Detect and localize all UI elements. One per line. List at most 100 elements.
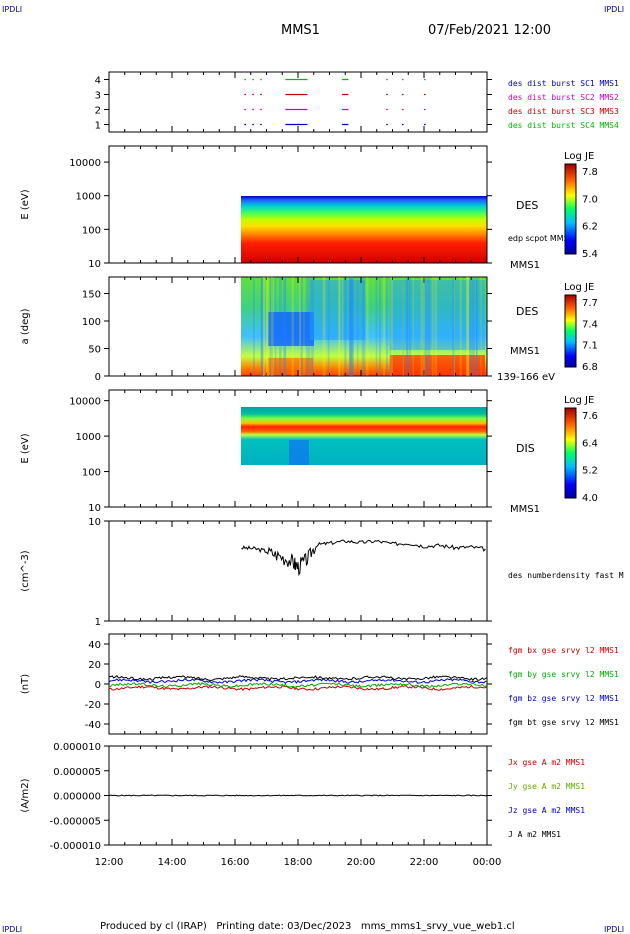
spectrogram-streak	[427, 277, 431, 376]
colorbar	[564, 294, 577, 368]
spectrogram-streak	[406, 277, 408, 376]
y-tick-label: -40	[85, 720, 101, 731]
spectrogram-streak	[434, 277, 438, 376]
spectrogram-streak	[366, 277, 369, 376]
legend-entry: des dist burst SC3 MMS3	[508, 107, 619, 116]
spectrogram-streak	[356, 277, 359, 376]
spectrogram-streak	[266, 277, 268, 376]
legend-entry: des dist burst SC2 MMS2	[508, 93, 619, 102]
y-tick-label: 0	[95, 680, 101, 691]
spectrogram-streak	[389, 277, 393, 376]
legend-entry: fgm bx gse srvy l2 MMS1	[508, 646, 619, 655]
spectrogram-streak	[274, 277, 277, 376]
spectrogram-streak	[265, 277, 269, 376]
density-series-line	[241, 539, 486, 577]
plot-datetime: 07/Feb/2021 12:00	[428, 23, 551, 38]
colorbar-tick-label: 4.0	[582, 493, 598, 504]
spacecraft-label: MMS1	[510, 260, 540, 271]
panel-frame	[108, 520, 488, 622]
spectrogram-streak	[378, 277, 381, 376]
corner-logo-top-left: IPDLI	[2, 5, 22, 14]
spectrogram-streak	[307, 277, 311, 376]
y-tick-label: 10	[88, 517, 101, 528]
y-tick-label: 40	[88, 640, 101, 651]
spectrogram-streak	[349, 277, 352, 376]
y-tick-label: 0	[95, 372, 101, 383]
spectrogram-streak	[420, 277, 423, 376]
y-tick-label: 100	[82, 468, 101, 479]
y-tick-label: 10	[88, 259, 101, 270]
legend-entry: Jz gse A m2 MMS1	[508, 806, 585, 815]
y-tick-label: 100	[82, 225, 101, 236]
spectrogram-streak	[459, 277, 462, 376]
x-tick-label: 20:00	[347, 857, 376, 868]
spectrogram-streak	[422, 277, 426, 376]
y-axis-label: (cm^-3)	[20, 550, 31, 591]
spectrogram-streak	[375, 277, 378, 376]
des-energy-spectrogram	[241, 196, 487, 263]
colorbar-tick-label: 6.4	[582, 438, 598, 449]
colorbar-tick-label: 5.2	[582, 466, 598, 477]
spectrogram-streak	[260, 277, 264, 376]
spectrogram-streak	[323, 277, 326, 376]
spectrogram-streak	[253, 277, 255, 376]
spectrogram-streak	[311, 277, 314, 376]
spectrogram-streak	[467, 277, 470, 376]
instrument-label: DIS	[516, 442, 535, 455]
spectrogram-streak	[412, 277, 414, 376]
field-series-line	[108, 675, 488, 681]
colorbar-tick-label: 6.8	[582, 362, 598, 373]
panel-frame	[108, 71, 488, 133]
field-series-line	[108, 681, 488, 688]
spectrogram-streak	[306, 277, 308, 376]
spectrogram-streak	[299, 277, 301, 376]
field-series-line	[108, 684, 488, 692]
spectrogram-streak	[303, 277, 305, 376]
spectrogram-streak	[465, 277, 469, 376]
spectrogram-streak	[322, 277, 325, 376]
y-tick-label: 4	[95, 76, 101, 87]
spectrogram-streak	[402, 277, 404, 376]
y-axis-label: E (eV)	[20, 433, 31, 463]
spectrogram-streak	[327, 277, 330, 376]
spectrogram-streak	[269, 277, 272, 376]
spectrogram-streak	[263, 277, 266, 376]
spectrogram-streak	[383, 277, 386, 376]
spectrogram-streak	[475, 277, 478, 376]
spectrogram-streak	[476, 277, 478, 376]
field-series-line	[108, 678, 488, 684]
y-tick-label: -0.000005	[50, 816, 101, 827]
y-tick-label: 0.000000	[53, 792, 101, 803]
y-tick-label: -20	[85, 700, 101, 711]
legend-entry: Jy gse A m2 MMS1	[508, 782, 585, 791]
y-tick-label: 0.000010	[53, 742, 101, 753]
legend-entry: Jx gse A m2 MMS1	[508, 758, 585, 767]
spectrogram-streak	[344, 277, 347, 376]
spectrogram-streak	[351, 277, 354, 376]
y-tick-label: 50	[88, 345, 101, 356]
colorbar-title: Log JE	[564, 282, 594, 293]
spectrogram-streak	[270, 277, 273, 376]
x-tick-label: 12:00	[95, 857, 124, 868]
y-tick-label: 10000	[69, 397, 101, 408]
corner-logo-bottom-left: IPDLI	[2, 925, 22, 934]
spectrogram-streak	[279, 277, 282, 376]
panel-frame	[108, 633, 488, 735]
des-pitch-angle-spectrogram	[241, 277, 487, 376]
colorbar-tick-label: 7.0	[582, 194, 598, 205]
y-tick-label: 10	[88, 503, 101, 514]
y-tick-label: 100	[82, 317, 101, 328]
legend-entry: fgm bt gse srvy l2 MMS1	[508, 718, 619, 727]
x-tick-label: 16:00	[221, 857, 250, 868]
y-tick-label: 1000	[76, 432, 101, 443]
spectrogram-streak	[424, 277, 428, 376]
colorbar-tick-label: 6.2	[582, 222, 598, 233]
spectrogram-streak	[284, 277, 286, 376]
spectrogram-streak	[363, 277, 366, 376]
colorbar-title: Log JE	[564, 151, 594, 162]
current-series-line	[108, 794, 488, 797]
dis-energy-spectrogram	[241, 407, 487, 465]
colorbar	[564, 407, 577, 499]
y-tick-label: 2	[95, 106, 101, 117]
